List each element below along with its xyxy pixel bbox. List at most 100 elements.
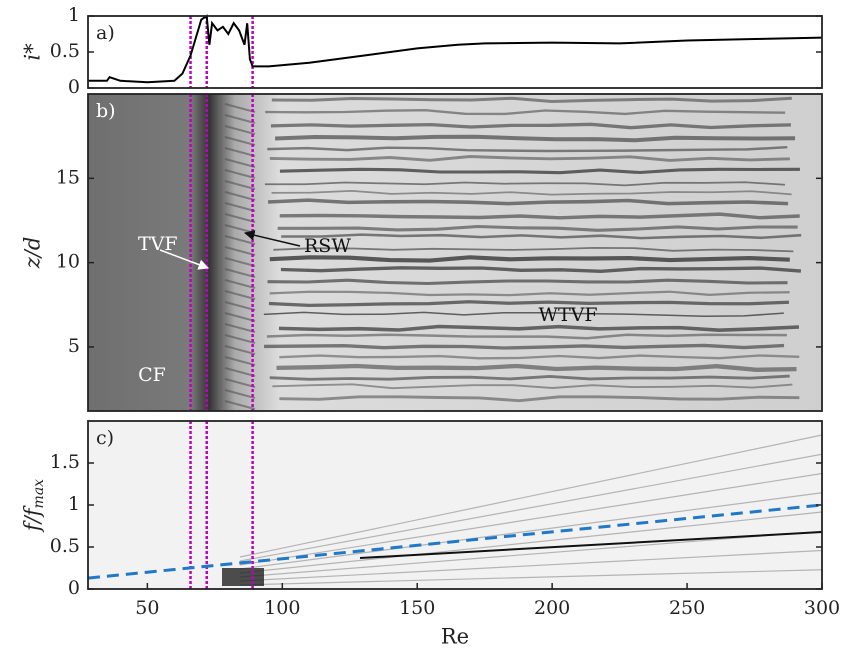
wave-stripe <box>272 383 793 390</box>
tvf-cell <box>224 103 256 113</box>
wave-stripe <box>270 122 791 130</box>
wave-stripe <box>267 145 788 153</box>
tvf-cell <box>224 125 256 135</box>
tvf-cell <box>224 323 256 333</box>
x-tick-label: 100 <box>264 597 300 619</box>
y-axis-label: f/fmax <box>21 479 48 533</box>
tvf-cell <box>224 158 256 168</box>
harmonic <box>239 434 823 558</box>
y-axis-label: z/d <box>21 237 45 270</box>
wave-stripe <box>273 246 794 253</box>
tvf-cell <box>224 356 256 366</box>
wave-stripe <box>264 181 785 187</box>
y-tick-label: 1.5 <box>50 451 80 473</box>
tvf-cell <box>224 312 256 322</box>
wave-stripe <box>279 395 800 403</box>
tvf-cell <box>224 345 256 355</box>
data-line <box>88 14 823 84</box>
spectrum-field <box>88 421 822 589</box>
wave-stripe <box>263 311 784 318</box>
y-axis-label: i* <box>21 43 45 61</box>
wave-stripe <box>279 212 800 220</box>
wave-stripe <box>266 333 787 340</box>
wave-stripe <box>277 224 798 232</box>
annotation: CF <box>138 364 166 386</box>
data-line <box>87 503 823 580</box>
tvf-cell <box>224 334 256 344</box>
harmonic <box>239 453 823 562</box>
y-tick-label: 15 <box>56 166 80 188</box>
tvf-cell <box>224 246 256 256</box>
y-tick-label: 0.5 <box>50 535 80 557</box>
tvf-cell <box>224 378 256 388</box>
y-tick-label: 1 <box>68 4 80 26</box>
harmonic <box>239 530 823 578</box>
y-tick-label: 1 <box>68 493 80 515</box>
y-axis-label-sub: max <box>31 479 47 509</box>
tvf-cell <box>224 213 256 223</box>
tvf-cell <box>224 279 256 289</box>
panel-label: c) <box>96 427 114 449</box>
wave-stripe <box>279 354 800 360</box>
x-tick-label: 50 <box>135 597 159 619</box>
tvf-cell <box>224 180 256 190</box>
tvf-cell <box>224 147 256 157</box>
x-axis-label: Re <box>441 625 469 649</box>
x-tick-label: 200 <box>534 597 570 619</box>
plot-area <box>88 16 822 88</box>
wave-stripe <box>274 134 796 143</box>
tvf-cell <box>224 367 256 377</box>
wave-stripe <box>269 255 790 263</box>
harmonic <box>239 549 823 582</box>
y-tick-label: 0 <box>68 577 80 599</box>
wave-stripe <box>265 109 786 116</box>
foreground-layer: 0 0.5 1 a) i* TVF RSW WTVF CF 5 10 15 b) z/d 0 0.5 1 1.5 5… <box>21 4 841 649</box>
tvf-cell <box>224 235 256 245</box>
wave-stripe <box>269 155 790 162</box>
harmonic-main <box>359 531 823 559</box>
arrow-tvf <box>159 249 209 270</box>
tvf-cell <box>224 202 256 212</box>
wave-stripe <box>278 324 800 332</box>
annotation: WTVF <box>538 304 597 326</box>
axes-frame <box>87 93 823 412</box>
tvf-cell <box>224 257 256 267</box>
harmonic <box>239 569 823 586</box>
wave-stripe <box>269 374 790 381</box>
wave-stripe <box>281 233 802 240</box>
tvf-cell <box>224 290 256 300</box>
wave-stripe <box>264 343 785 350</box>
harmonic <box>239 492 823 570</box>
burst <box>222 568 264 586</box>
tvf-cell <box>224 114 256 124</box>
tvf-cell <box>224 136 256 146</box>
annotation: TVF <box>138 233 178 255</box>
tvf-cell <box>224 301 256 311</box>
y-tick-label: 0.5 <box>50 40 80 62</box>
wave-stripe <box>267 198 789 206</box>
tvf-cell <box>224 400 256 410</box>
y-tick-label: 0 <box>68 76 80 98</box>
tvf-cell <box>224 191 256 201</box>
harmonic <box>239 511 823 574</box>
y-tick-label: 5 <box>68 335 80 357</box>
wave-stripe <box>271 190 792 196</box>
arrow-rsw <box>243 230 301 247</box>
panel-label: a) <box>96 22 115 44</box>
x-tick-label: 250 <box>669 597 705 619</box>
annotation: RSW <box>304 235 351 257</box>
wave-stripe <box>269 290 790 297</box>
background-layer <box>88 16 823 589</box>
x-tick-label: 300 <box>804 597 840 619</box>
wave-stripe <box>279 167 800 175</box>
y-tick-label: 10 <box>56 251 80 273</box>
wave-stripe <box>271 96 792 103</box>
image-field <box>88 94 822 411</box>
tvf-cell <box>224 389 256 399</box>
tvf-cell <box>224 268 256 278</box>
wave-stripe <box>268 300 789 308</box>
x-tick-label: 150 <box>399 597 435 619</box>
wave-stripe <box>276 363 797 372</box>
wave-stripe <box>280 266 802 273</box>
